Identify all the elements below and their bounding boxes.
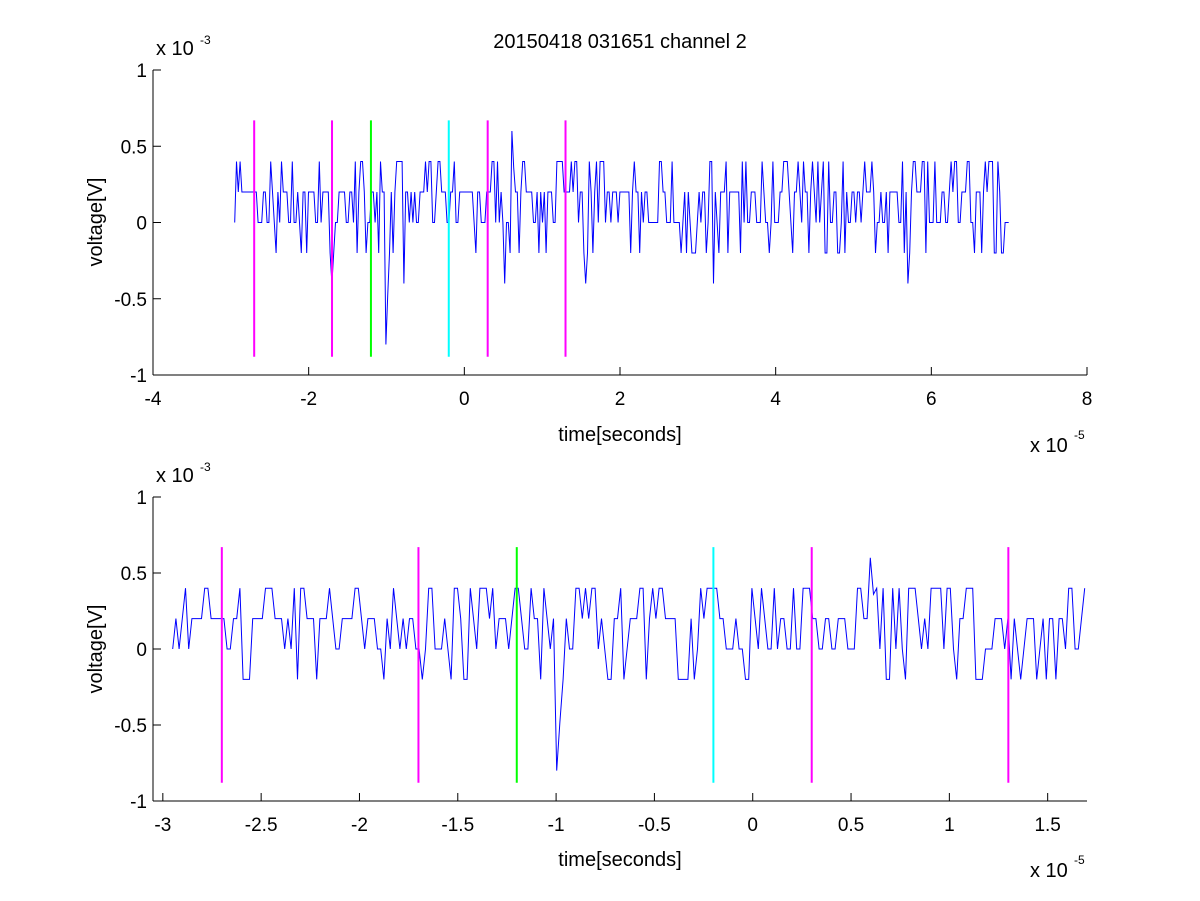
x-tick-label: 1 — [944, 815, 955, 836]
y-tick-label: 1 — [136, 488, 147, 509]
x-tick-label: -3 — [154, 815, 171, 836]
x-tick-label: 4 — [770, 389, 781, 410]
y-axis-label: voltage[V] — [85, 605, 107, 694]
y-tick-label: 0.5 — [121, 564, 147, 585]
y-tick-label: -1 — [130, 792, 147, 813]
y-exponent-label: x 10 -3 — [156, 33, 211, 60]
x-exponent-label: x 10 -5 — [1030, 853, 1085, 882]
x-tick-label: 0 — [747, 815, 758, 836]
x-tick-label: 8 — [1082, 389, 1093, 410]
x-tick-label: -1.5 — [441, 815, 474, 836]
x-tick-label: -2.5 — [245, 815, 278, 836]
x-tick-label: -4 — [145, 389, 162, 410]
bottom-plot-area: -3 -2.5 -2 -1.5 -1 -0.5 0 0.5 1 1.5 1 0.5 0 -0.5 -1 — [114, 488, 1087, 836]
y-exponent-power: -3 — [200, 33, 211, 47]
x-axis-label: time[seconds] — [558, 849, 681, 871]
signal-trace — [172, 557, 1086, 771]
x-tick-label: 0 — [459, 389, 470, 410]
x-tick-label: -0.5 — [638, 815, 671, 836]
y-tick-label: 0 — [136, 640, 147, 661]
x-exponent-label: x 10 -5 — [1030, 428, 1085, 457]
x-exponent-base: x 10 — [1030, 435, 1068, 457]
y-tick-label: -0.5 — [114, 716, 147, 737]
y-tick-label: 1 — [136, 61, 147, 82]
x-exponent-power: -5 — [1074, 853, 1085, 867]
top-plot-area: -4 -2 0 2 4 6 8 1 0.5 0 -0.5 -1 — [114, 61, 1092, 410]
x-tick-label: -2 — [351, 815, 368, 836]
y-axis-label: voltage[V] — [85, 178, 107, 267]
x-exponent-power: -5 — [1074, 428, 1085, 442]
y-exponent-power: -3 — [200, 460, 211, 474]
y-tick-label: 0 — [136, 214, 147, 235]
x-axis-label: time[seconds] — [558, 424, 681, 446]
x-tick-label: 0.5 — [838, 815, 864, 836]
y-exponent-base: x 10 — [156, 38, 194, 60]
x-exponent-base: x 10 — [1030, 860, 1068, 882]
y-tick-label: 0.5 — [121, 137, 147, 158]
y-exponent-base: x 10 — [156, 465, 194, 487]
x-tick-label: 1.5 — [1034, 815, 1060, 836]
x-tick-label: -2 — [300, 389, 317, 410]
top-chart: 20150418 031651 channel 2 -4 -2 0 2 4 6 8 1 0.5 0… — [85, 31, 1092, 457]
bottom-chart: -3 -2.5 -2 -1.5 -1 -0.5 0 0.5 1 1.5 1 0.5 0 -0.5 -1 ti… — [85, 460, 1087, 882]
signal-trace — [234, 130, 1009, 345]
y-tick-label: -0.5 — [114, 290, 147, 311]
x-tick-label: 2 — [615, 389, 626, 410]
x-tick-label: -1 — [548, 815, 565, 836]
chart-title: 20150418 031651 channel 2 — [493, 31, 747, 53]
y-exponent-label: x 10 -3 — [156, 460, 211, 487]
x-tick-label: 6 — [926, 389, 937, 410]
y-tick-label: -1 — [130, 366, 147, 387]
